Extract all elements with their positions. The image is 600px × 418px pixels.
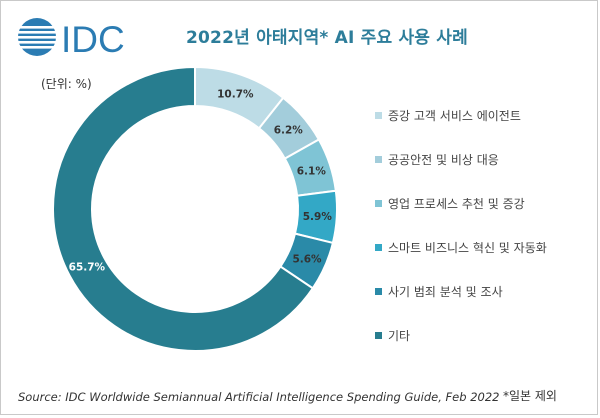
legend-label: 기타 <box>388 328 411 343</box>
slice-value-label: 5.6% <box>292 254 322 266</box>
legend-item: 영업 프로세스 추천 및 증강 <box>375 181 547 225</box>
slice-value-label: 5.9% <box>303 211 333 223</box>
slice-value-label: 6.2% <box>274 125 304 137</box>
idc-logo: IDC <box>18 18 125 57</box>
legend-item: 증강 고객 서비스 에이전트 <box>375 93 547 137</box>
logo-text: IDC <box>61 19 125 57</box>
unit-label: (단위: %) <box>41 77 92 91</box>
slice-value-label: 6.1% <box>297 165 327 177</box>
legend-label: 영업 프로세스 추천 및 증강 <box>388 196 525 211</box>
source-note: Source: IDC Worldwide Semiannual Artific… <box>18 390 500 404</box>
slice-value-label: 10.7% <box>217 88 254 100</box>
legend-swatch <box>375 111 382 119</box>
legend-item: 스마트 비즈니스 혁신 및 자동화 <box>375 225 547 269</box>
legend-label: 증강 고객 서비스 에이전트 <box>388 108 521 123</box>
legend-swatch <box>375 331 382 339</box>
legend-swatch <box>375 287 382 295</box>
legend-item: 공공안전 및 비상 대응 <box>375 137 547 181</box>
slice-value-label: 65.7% <box>69 262 106 274</box>
legend-swatch <box>375 199 382 207</box>
footnote: *일본 제외 <box>503 389 557 403</box>
legend-swatch <box>375 155 382 163</box>
legend-label: 스마트 비즈니스 혁신 및 자동화 <box>388 240 547 255</box>
legend-swatch <box>375 243 382 251</box>
globe-icon <box>18 18 56 56</box>
legend-item: 사기 범죄 분석 및 조사 <box>375 269 547 313</box>
legend-label: 공공안전 및 비상 대응 <box>388 152 499 167</box>
legend-item: 기타 <box>375 313 547 357</box>
chart-title: 2022년 아태지역* AI 주요 사용 사례 <box>186 28 468 48</box>
donut-slice <box>52 65 315 352</box>
legend-label: 사기 범죄 분석 및 조사 <box>388 284 503 299</box>
